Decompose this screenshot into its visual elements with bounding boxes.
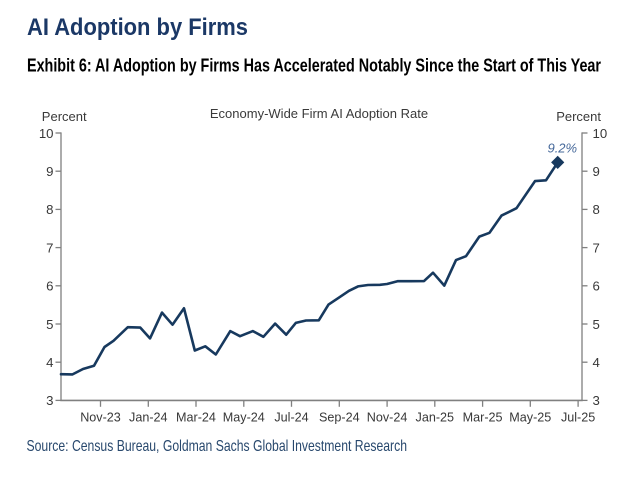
svg-text:May-25: May-25 [509, 411, 551, 425]
svg-text:Jul-24: Jul-24 [274, 411, 308, 425]
svg-text:Source: Census Bureau, Goldman: Source: Census Bureau, Goldman Sachs Glo… [27, 438, 408, 455]
svg-text:8: 8 [46, 202, 53, 217]
svg-text:5: 5 [593, 317, 600, 332]
svg-text:6: 6 [46, 279, 53, 294]
svg-text:Jan-24: Jan-24 [129, 411, 168, 425]
svg-text:Nov-23: Nov-23 [80, 411, 121, 425]
svg-text:3: 3 [593, 393, 600, 408]
svg-text:4: 4 [46, 355, 53, 370]
svg-text:Jan-25: Jan-25 [416, 411, 455, 425]
svg-text:Exhibit 6: AI Adoption by Firm: Exhibit 6: AI Adoption by Firms Has Acce… [27, 54, 601, 75]
svg-text:7: 7 [46, 240, 53, 255]
svg-text:10: 10 [39, 126, 54, 141]
svg-text:7: 7 [593, 240, 600, 255]
svg-text:3: 3 [46, 393, 53, 408]
svg-text:9.2%: 9.2% [547, 141, 577, 156]
svg-text:4: 4 [593, 355, 600, 370]
svg-text:Mar-25: Mar-25 [463, 411, 503, 425]
svg-text:8: 8 [593, 202, 600, 217]
svg-text:Sep-24: Sep-24 [319, 411, 360, 425]
svg-text:Economy-Wide Firm AI Adoption: Economy-Wide Firm AI Adoption Rate [210, 106, 428, 121]
svg-text:Percent: Percent [556, 109, 601, 124]
svg-text:Nov-24: Nov-24 [367, 411, 408, 425]
svg-text:5: 5 [46, 317, 53, 332]
svg-text:Jul-25: Jul-25 [561, 411, 595, 425]
svg-text:May-24: May-24 [223, 411, 265, 425]
svg-text:Percent: Percent [42, 109, 87, 124]
svg-text:Mar-24: Mar-24 [176, 411, 216, 425]
svg-text:9: 9 [46, 164, 53, 179]
svg-text:6: 6 [593, 279, 600, 294]
svg-text:10: 10 [593, 126, 608, 141]
svg-text:9: 9 [593, 164, 600, 179]
svg-text:AI Adoption by Firms: AI Adoption by Firms [27, 14, 248, 41]
